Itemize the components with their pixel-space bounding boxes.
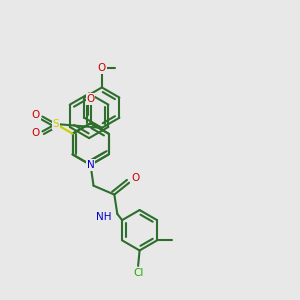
- Text: O: O: [32, 110, 40, 120]
- Text: O: O: [32, 128, 40, 138]
- Text: O: O: [86, 94, 95, 104]
- Text: S: S: [52, 119, 59, 129]
- Text: O: O: [98, 63, 106, 73]
- Text: NH: NH: [96, 212, 112, 223]
- Text: N: N: [87, 160, 94, 170]
- Text: Cl: Cl: [133, 268, 143, 278]
- Text: O: O: [131, 173, 139, 183]
